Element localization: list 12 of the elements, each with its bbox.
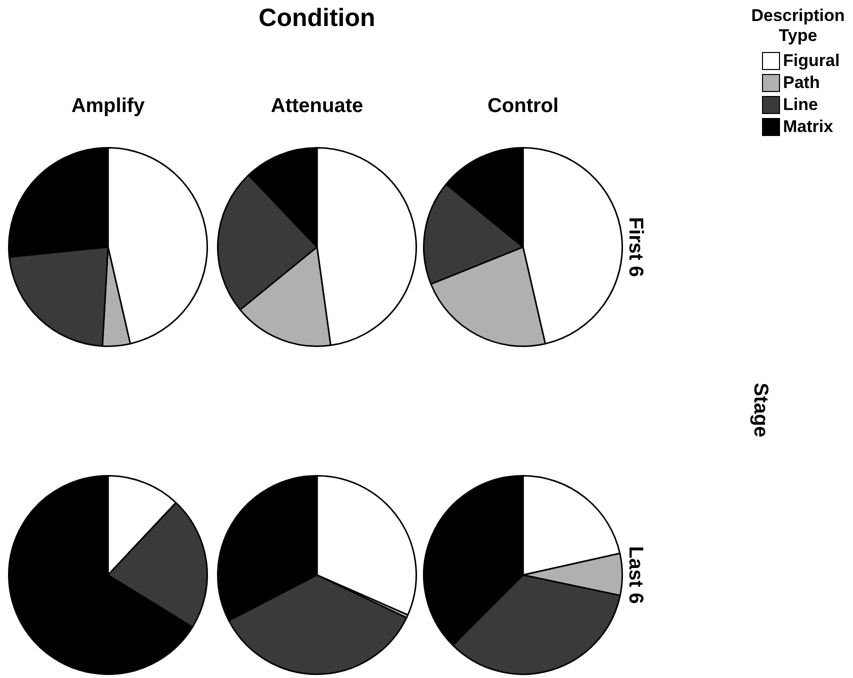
text: First 6 (624, 216, 646, 278)
legend-label: Path (783, 73, 820, 93)
legend-label: Matrix (783, 117, 834, 137)
text: Control (486, 95, 560, 118)
text: Stage (748, 382, 772, 438)
chart-title: Amplify (70, 95, 146, 118)
legend-title: Description Type (750, 6, 846, 46)
legend-label: Line (783, 95, 818, 115)
text: Last 6 (624, 546, 646, 604)
chart-title: Attenuate (270, 95, 364, 118)
text: Condition (258, 4, 376, 33)
legend-label: Figural (783, 51, 840, 71)
